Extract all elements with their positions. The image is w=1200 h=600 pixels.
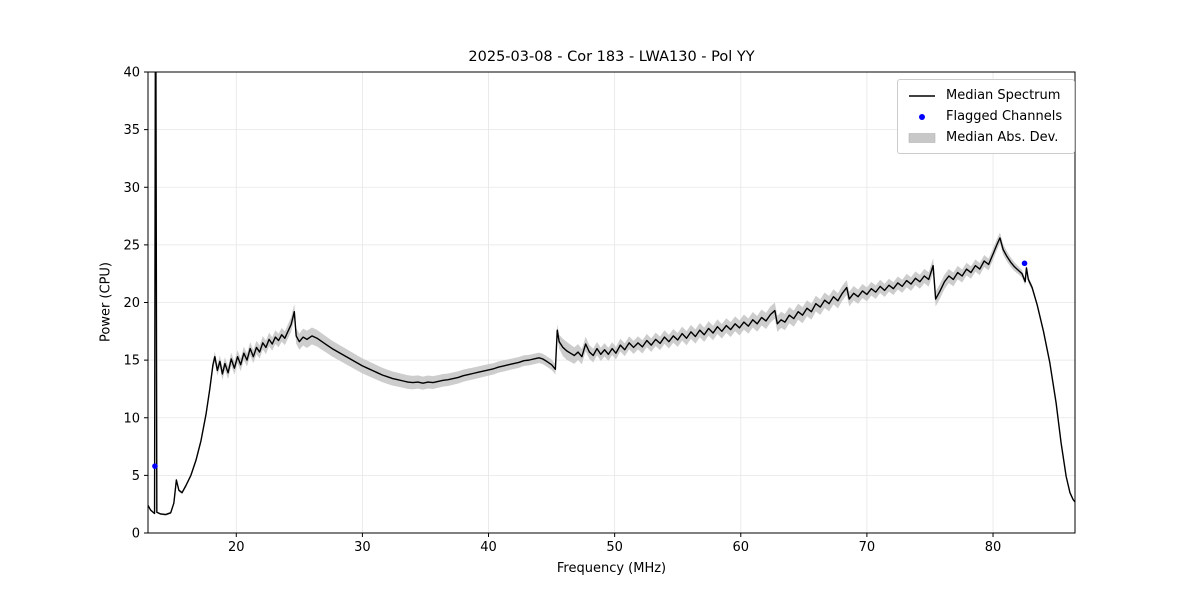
axis-ticks: 20 30 40 50 60 70 80 0 5 10 15 20 25 30 35 40 <box>123 66 1001 556</box>
svg-text:25: 25 <box>123 238 140 253</box>
median-spectrum-line <box>148 72 1075 516</box>
svg-text:5: 5 <box>132 469 140 484</box>
svg-text:40: 40 <box>123 66 140 81</box>
svg-text:20: 20 <box>123 296 140 311</box>
svg-text:30: 30 <box>123 181 140 196</box>
svg-text:0: 0 <box>132 527 140 542</box>
legend-label-flagged-channels: Flagged Channels <box>946 109 1063 124</box>
chart-title: 2025-03-08 - Cor 183 - LWA130 - Pol YY <box>468 49 755 65</box>
flagged-dot-icon <box>919 113 925 120</box>
legend-label-median-spectrum: Median Spectrum <box>946 88 1061 103</box>
svg-text:20: 20 <box>228 540 245 555</box>
x-axis-label: Frequency (MHz) <box>556 561 667 576</box>
legend-label-median-abs-dev: Median Abs. Dev. <box>946 130 1059 145</box>
svg-text:10: 10 <box>123 411 140 426</box>
flagged-channel-point <box>152 463 158 469</box>
legend-item-median-abs-dev: Median Abs. Dev. <box>907 127 1065 148</box>
y-axis-label: Power (CPU) <box>98 261 114 343</box>
svg-text:60: 60 <box>733 540 750 555</box>
legend-item-flagged-channels: Flagged Channels <box>907 106 1065 127</box>
band-swatch-icon <box>908 132 936 143</box>
svg-text:70: 70 <box>859 540 876 555</box>
legend-item-median-spectrum: Median Spectrum <box>907 85 1065 106</box>
svg-text:35: 35 <box>123 123 140 138</box>
svg-text:80: 80 <box>985 540 1002 555</box>
legend: Median Spectrum Flagged Channels Median … <box>897 79 1075 154</box>
svg-text:50: 50 <box>606 540 623 555</box>
svg-text:40: 40 <box>480 540 497 555</box>
svg-text:15: 15 <box>123 354 140 369</box>
svg-text:30: 30 <box>354 540 371 555</box>
flagged-channel-point <box>1021 260 1028 267</box>
line-swatch-icon <box>909 94 935 97</box>
grid-lines <box>148 71 1075 534</box>
